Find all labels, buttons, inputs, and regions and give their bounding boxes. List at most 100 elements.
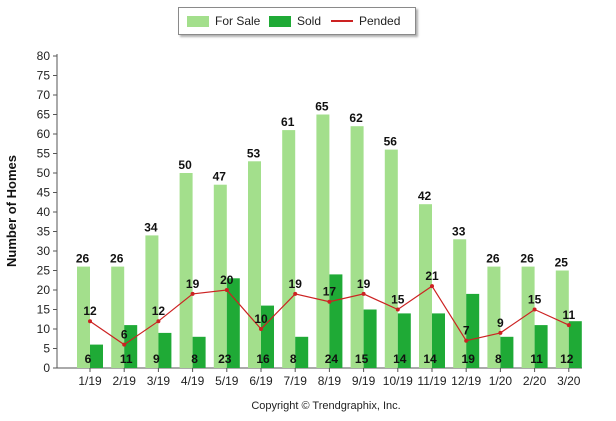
pended-data-label: 20 xyxy=(220,273,234,287)
y-tick-label: 75 xyxy=(37,69,51,83)
for-sale-bar xyxy=(316,114,330,368)
for-sale-bar xyxy=(282,130,296,368)
pended-point xyxy=(224,288,229,292)
pended-point xyxy=(430,284,434,289)
pended-data-label: 12 xyxy=(152,304,166,318)
pended-data-label: 15 xyxy=(391,293,405,307)
x-tick-label: 3/20 xyxy=(557,374,581,388)
for-sale-bar xyxy=(419,204,432,368)
y-tick-label: 10 xyxy=(37,322,51,336)
y-tick-label: 65 xyxy=(37,108,51,122)
pended-point xyxy=(259,327,263,331)
for-sale-data-label: 50 xyxy=(178,158,192,172)
sold-bar xyxy=(124,325,138,368)
sold-bar xyxy=(90,344,103,368)
copyright-text: Copyright © Trendgraphix, Inc. xyxy=(251,400,400,412)
for-sale-bar xyxy=(453,239,467,368)
for-sale-data-label: 26 xyxy=(486,252,500,266)
legend-label-for-sale: For Sale xyxy=(215,14,261,28)
for-sale-bar xyxy=(384,149,398,368)
pended-point xyxy=(293,291,298,296)
x-tick-label: 8/19 xyxy=(318,374,342,388)
sold-series xyxy=(90,274,582,368)
pended-point xyxy=(464,338,469,343)
y-tick-label: 45 xyxy=(37,186,51,200)
sold-data-label: 14 xyxy=(393,352,407,366)
y-axis-label: Number of Homes xyxy=(4,155,19,267)
y-tick-label: 60 xyxy=(37,127,51,141)
for-sale-data-label: 53 xyxy=(247,146,261,160)
sold-bar xyxy=(295,336,309,368)
x-tick-label: 12/19 xyxy=(451,374,481,388)
pended-point xyxy=(566,323,571,328)
x-tick-label: 1/20 xyxy=(489,374,513,388)
for-sale-data-label: 42 xyxy=(418,189,432,203)
y-tick-label: 20 xyxy=(37,283,51,297)
for-sale-series xyxy=(77,114,569,368)
y-tick-label: 50 xyxy=(37,166,51,180)
x-tick-label: 6/19 xyxy=(249,374,273,388)
x-tick-label: 9/19 xyxy=(352,374,376,388)
pended-data-label: 9 xyxy=(497,316,504,330)
pended-data-label: 6 xyxy=(121,328,128,342)
sold-data-label: 6 xyxy=(85,352,92,366)
y-tick-label: 35 xyxy=(37,225,51,239)
pended-point xyxy=(88,319,92,324)
for-sale-bar xyxy=(145,235,159,368)
pended-point xyxy=(395,307,400,312)
sold-bar xyxy=(261,305,274,368)
pended-data-label: 19 xyxy=(186,277,200,291)
y-tick-label: 25 xyxy=(37,264,51,278)
pended-data-label: 11 xyxy=(562,308,575,322)
pended-data-label: 7 xyxy=(463,324,470,338)
sold-bar xyxy=(500,336,514,368)
x-tick-label: 4/19 xyxy=(181,374,205,388)
x-tick-label: 7/19 xyxy=(284,374,308,388)
legend-label-sold: Sold xyxy=(297,14,322,28)
pended-point xyxy=(156,319,161,324)
for-sale-bar xyxy=(248,161,261,368)
sold-bar xyxy=(466,293,480,368)
for-sale-bar xyxy=(487,266,501,368)
x-tick-label: 11/19 xyxy=(417,374,446,388)
for-sale-data-label: 62 xyxy=(349,111,363,125)
x-tick-label: 3/19 xyxy=(147,374,171,388)
for-sale-data-label: 65 xyxy=(315,100,329,114)
for-sale-data-label: 34 xyxy=(144,220,158,234)
sold-bar xyxy=(158,332,172,368)
y-tick-label: 70 xyxy=(37,88,51,102)
pended-data-label: 19 xyxy=(357,277,371,291)
pended-data-label: 10 xyxy=(254,312,268,326)
for-sale-bar xyxy=(77,266,90,368)
sold-data-label: 11 xyxy=(530,352,543,366)
sold-data-label: 12 xyxy=(560,352,574,366)
x-tick-label: 1/19 xyxy=(78,374,102,388)
pended-data-label: 17 xyxy=(323,285,337,299)
pended-series xyxy=(88,284,571,347)
for-sale-data-label: 26 xyxy=(76,252,90,266)
sold-bar xyxy=(568,321,582,368)
x-tick-label: 10/19 xyxy=(383,374,413,388)
y-tick-label: 30 xyxy=(37,244,51,258)
legend-label-pended: Pended xyxy=(359,14,401,28)
sold-bar xyxy=(192,336,206,368)
y-tick-label: 55 xyxy=(37,147,51,161)
sold-data-label: 9 xyxy=(153,352,160,366)
pended-data-label: 19 xyxy=(289,277,303,291)
y-tick-label: 5 xyxy=(43,342,50,356)
y-tick-label: 0 xyxy=(43,361,50,375)
pended-point xyxy=(122,342,127,347)
pended-data-label: 15 xyxy=(528,293,542,307)
data-labels: 26 26 34 50 47 53 61 65 62 56 42 33 26 26 25 12 6 6 11 12 9 1… xyxy=(76,100,576,367)
for-sale-data-label: 26 xyxy=(110,252,124,266)
for-sale-data-label: 56 xyxy=(384,135,398,149)
sold-bar xyxy=(397,313,411,368)
for-sale-data-label: 33 xyxy=(452,224,466,238)
sold-data-label: 19 xyxy=(462,352,476,366)
sold-data-label: 24 xyxy=(325,352,339,366)
for-sale-bar xyxy=(555,270,569,368)
pended-data-label: 21 xyxy=(425,269,439,283)
sold-data-label: 15 xyxy=(355,352,369,366)
for-sale-data-label: 26 xyxy=(520,252,534,266)
